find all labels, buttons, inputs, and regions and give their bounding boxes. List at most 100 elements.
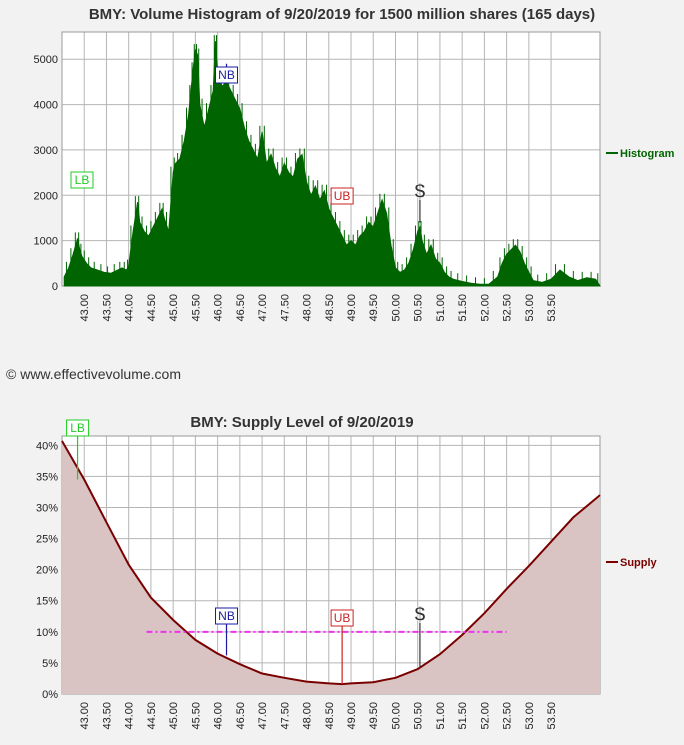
volume-annotations: LB NB UB $ xyxy=(70,63,426,223)
y-tick-label: 5% xyxy=(42,658,58,670)
x-tick-label: 51.50 xyxy=(457,294,469,322)
y-tick-label: 15% xyxy=(36,596,58,608)
x-tick-label: 45.50 xyxy=(190,702,202,730)
y-tick-label: 35% xyxy=(36,471,58,483)
x-tick-label: 45.50 xyxy=(190,294,202,322)
x-tick-label: 48.50 xyxy=(324,702,336,730)
y-tick-label: 25% xyxy=(36,534,58,546)
x-tick-label: 52.50 xyxy=(502,702,514,730)
marker-label: $ xyxy=(414,181,425,203)
marker-box xyxy=(66,419,90,437)
marker-label: NB xyxy=(218,68,235,82)
marker-label: NB xyxy=(218,609,235,623)
x-tick-label: 46.50 xyxy=(235,702,247,730)
histogram-legend-label: Histogram xyxy=(620,148,675,160)
x-tick-label: 48.50 xyxy=(324,294,336,322)
x-tick-label: 50.00 xyxy=(390,294,402,322)
marker-box xyxy=(330,609,354,627)
y-tick-label: 40% xyxy=(36,440,58,452)
y-tick-label: 20% xyxy=(36,565,58,577)
supply-series xyxy=(61,440,601,694)
x-tick-label: 47.50 xyxy=(279,702,291,730)
y-tick-label: 10% xyxy=(36,627,58,639)
supply-level-title: BMY: Supply Level of 9/20/2019 xyxy=(190,414,413,431)
x-tick-label: 49.50 xyxy=(368,702,380,730)
x-tick-label: 51.50 xyxy=(457,702,469,730)
x-tick-label: 47.00 xyxy=(257,294,269,322)
volume-histogram-chart: BMY: Volume Histogram of 9/20/2019 for 1… xyxy=(34,6,675,322)
x-tick-label: 52.50 xyxy=(502,294,514,322)
y-tick-label: 30% xyxy=(36,502,58,514)
volume-x-axis: 43.00 43.50 44.00 44.50 45.00 45.50 46.00 46.50… xyxy=(79,294,558,322)
marker-box xyxy=(330,187,354,205)
supply-legend[interactable]: Supply xyxy=(606,557,658,569)
x-tick-label: 50.00 xyxy=(390,702,402,730)
marker-box xyxy=(70,171,94,189)
y-tick-label: 3000 xyxy=(34,145,58,157)
y-tick-label: 0% xyxy=(42,689,58,701)
x-tick-label: 49.00 xyxy=(346,702,358,730)
x-tick-label: 53.00 xyxy=(524,702,536,730)
x-tick-label: 50.50 xyxy=(413,702,425,730)
histogram-area xyxy=(63,41,601,287)
volume-y-axis: 0 1000 2000 3000 4000 5000 xyxy=(34,54,58,293)
x-tick-label: 49.50 xyxy=(368,294,380,322)
x-tick-label: 45.00 xyxy=(168,294,180,322)
marker-price: $ xyxy=(414,604,426,668)
supply-area xyxy=(62,441,600,694)
x-tick-label: 51.00 xyxy=(435,702,447,730)
x-tick-label: 44.50 xyxy=(146,702,158,730)
supply-line xyxy=(61,440,601,686)
x-tick-label: 46.00 xyxy=(213,702,225,730)
marker-lb: LB xyxy=(70,171,94,189)
supply-annotations: LB NB UB $ xyxy=(66,419,426,685)
x-tick-label: 46.50 xyxy=(235,294,247,322)
marker-label: $ xyxy=(414,604,425,626)
x-tick-label: 43.50 xyxy=(101,702,113,730)
x-tick-label: 51.00 xyxy=(435,294,447,322)
histogram-legend[interactable]: Histogram xyxy=(606,148,675,160)
marker-price: $ xyxy=(414,181,426,223)
marker-nb: NB xyxy=(215,607,239,656)
y-tick-label: 1000 xyxy=(34,236,58,248)
y-tick-label: 4000 xyxy=(34,100,58,112)
x-tick-label: 43.50 xyxy=(101,294,113,322)
marker-label: UB xyxy=(334,611,351,625)
marker-box xyxy=(215,66,239,84)
x-tick-label: 45.00 xyxy=(168,702,180,730)
x-tick-label: 53.00 xyxy=(524,294,536,322)
histogram-series xyxy=(63,35,601,287)
x-tick-label: 52.00 xyxy=(479,294,491,322)
volume-histogram-title: BMY: Volume Histogram of 9/20/2019 for 1… xyxy=(89,6,595,23)
marker-label: LB xyxy=(70,421,85,435)
x-tick-label: 52.00 xyxy=(479,702,491,730)
x-tick-label: 44.50 xyxy=(146,294,158,322)
x-tick-label: 43.00 xyxy=(79,702,91,730)
marker-lb: LB xyxy=(66,419,90,480)
x-tick-label: 53.50 xyxy=(546,702,558,730)
x-tick-label: 44.00 xyxy=(124,294,136,322)
x-tick-label: 44.00 xyxy=(124,702,136,730)
x-tick-label: 47.00 xyxy=(257,702,269,730)
x-tick-label: 43.00 xyxy=(79,294,91,322)
y-tick-label: 0 xyxy=(52,281,58,293)
marker-box xyxy=(215,607,239,625)
supply-x-axis: 43.00 43.50 44.00 44.50 45.00 45.50 46.00 46.50… xyxy=(79,702,558,730)
y-tick-label: 2000 xyxy=(34,190,58,202)
supply-level-chart: BMY: Supply Level of 9/20/2019 0% 5% 10% 15… xyxy=(36,414,658,730)
y-tick-label: 5000 xyxy=(34,54,58,66)
marker-ub: UB xyxy=(330,609,354,685)
supply-y-axis: 0% 5% 10% 15% 20% 25% 30% 35% 40% xyxy=(36,440,58,701)
x-tick-label: 48.00 xyxy=(302,294,314,322)
x-tick-label: 46.00 xyxy=(213,294,225,322)
marker-nb: NB xyxy=(215,63,239,84)
marker-label: UB xyxy=(334,189,351,203)
x-tick-label: 49.00 xyxy=(346,294,358,322)
copyright-text: © www.effectivevolume.com xyxy=(6,366,182,382)
x-tick-label: 48.00 xyxy=(302,702,314,730)
marker-label: LB xyxy=(75,173,90,187)
x-tick-label: 47.50 xyxy=(279,294,291,322)
supply-legend-label: Supply xyxy=(620,557,658,569)
x-tick-label: 50.50 xyxy=(413,294,425,322)
